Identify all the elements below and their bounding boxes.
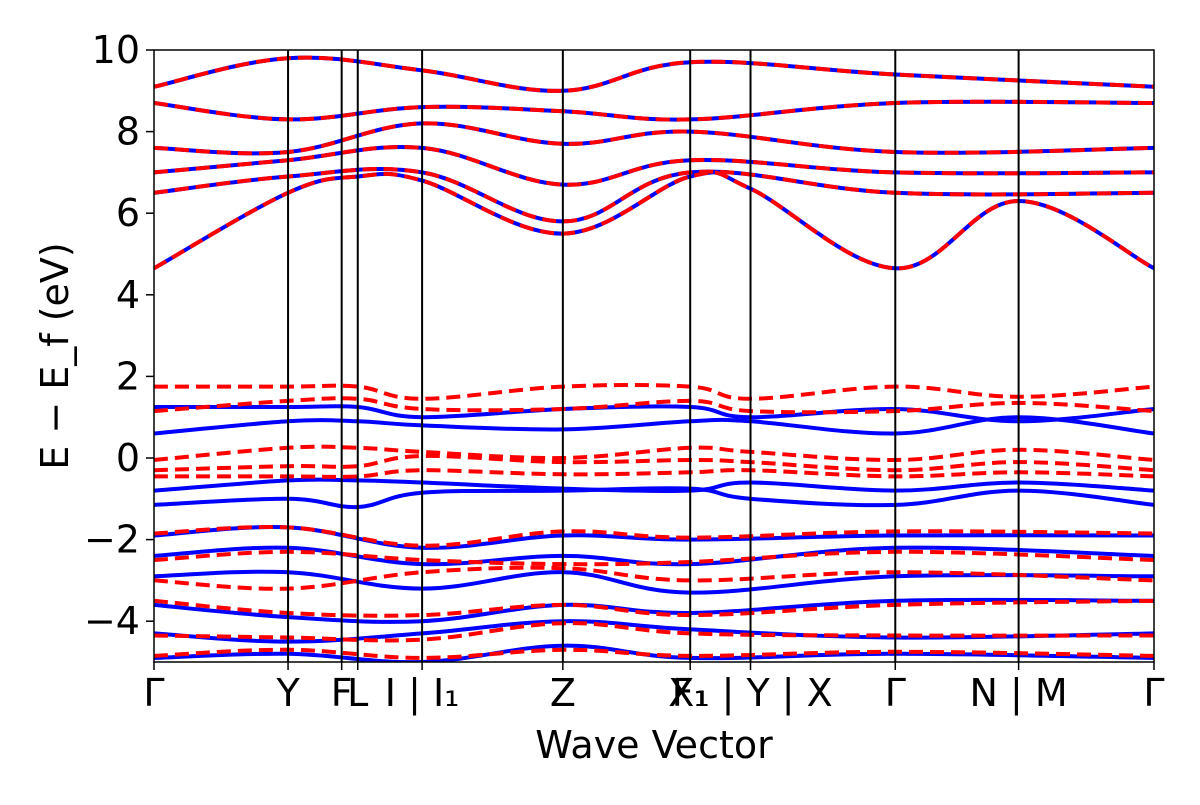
dashed-band-5 (154, 55, 1154, 93)
dashed-band-0 (154, 170, 1154, 271)
x-tick-label-2: F (331, 671, 353, 715)
dashed-band-10 (154, 468, 1154, 479)
dashed-band-4 (154, 99, 1154, 122)
dashed-band-15 (154, 621, 1154, 643)
dashed-band-3 (154, 121, 1154, 156)
y-axis: −4 −2 0 2 4 6 8 10 (84, 28, 154, 643)
solid-band-9 (154, 486, 1154, 510)
dashed-band-16 (154, 647, 1154, 660)
y-axis-label: E − E_f (eV) (33, 242, 77, 470)
solid-band-5 (154, 55, 1154, 93)
dashed-band-14 (154, 598, 1154, 618)
solid-band-4 (154, 99, 1154, 122)
dashed-band-1 (154, 167, 1154, 224)
dashed-band-12 (154, 549, 1154, 567)
y-tick-label-0: −4 (84, 599, 140, 643)
x-tick-label-5: Z (550, 671, 576, 715)
dashed-band-13 (154, 565, 1154, 591)
dashed-band-9 (154, 453, 1154, 473)
y-tick-label-6: 8 (116, 110, 140, 154)
y-tick-label-5: 6 (116, 191, 140, 235)
y-tick-label-2: 0 (116, 436, 140, 480)
x-tick-label-6: F₁ (672, 671, 709, 715)
dashed-band-7 (154, 396, 1154, 415)
x-axis-label: Wave Vector (535, 723, 773, 767)
y-tick-label-7: 10 (92, 28, 140, 72)
kpath-lines (287, 50, 1020, 662)
x-tick-label-10: Γ (1143, 671, 1164, 715)
dashed-band-6 (154, 382, 1154, 401)
solid-band-6 (154, 404, 1154, 424)
x-tick-label-9: N | M (970, 671, 1068, 716)
dashed-band-11 (154, 525, 1154, 548)
solid-band-15 (154, 643, 1154, 662)
solid-band-11 (154, 545, 1154, 567)
solid-band-7 (154, 415, 1154, 436)
y-tick-label-1: −2 (84, 518, 140, 562)
solid-band-12 (154, 569, 1154, 595)
x-tick-label-8: Γ (885, 671, 906, 715)
dashed-band-2 (154, 144, 1154, 187)
plot-frame (153, 49, 1155, 663)
x-tick-label-7: X₁ | Y | X (668, 671, 832, 716)
y-tick-label-3: 2 (116, 354, 140, 398)
x-tick-label-3: L (347, 671, 368, 715)
x-tick-label-4: I | I₁ (385, 671, 460, 716)
x-tick-label-0: Γ (143, 671, 164, 715)
dashed-band-8 (154, 444, 1154, 463)
y-tick-label-4: 4 (116, 273, 140, 317)
x-tick-label-1: Y (275, 671, 300, 715)
solid-band-8 (154, 477, 1154, 493)
bands-layer (154, 55, 1154, 662)
